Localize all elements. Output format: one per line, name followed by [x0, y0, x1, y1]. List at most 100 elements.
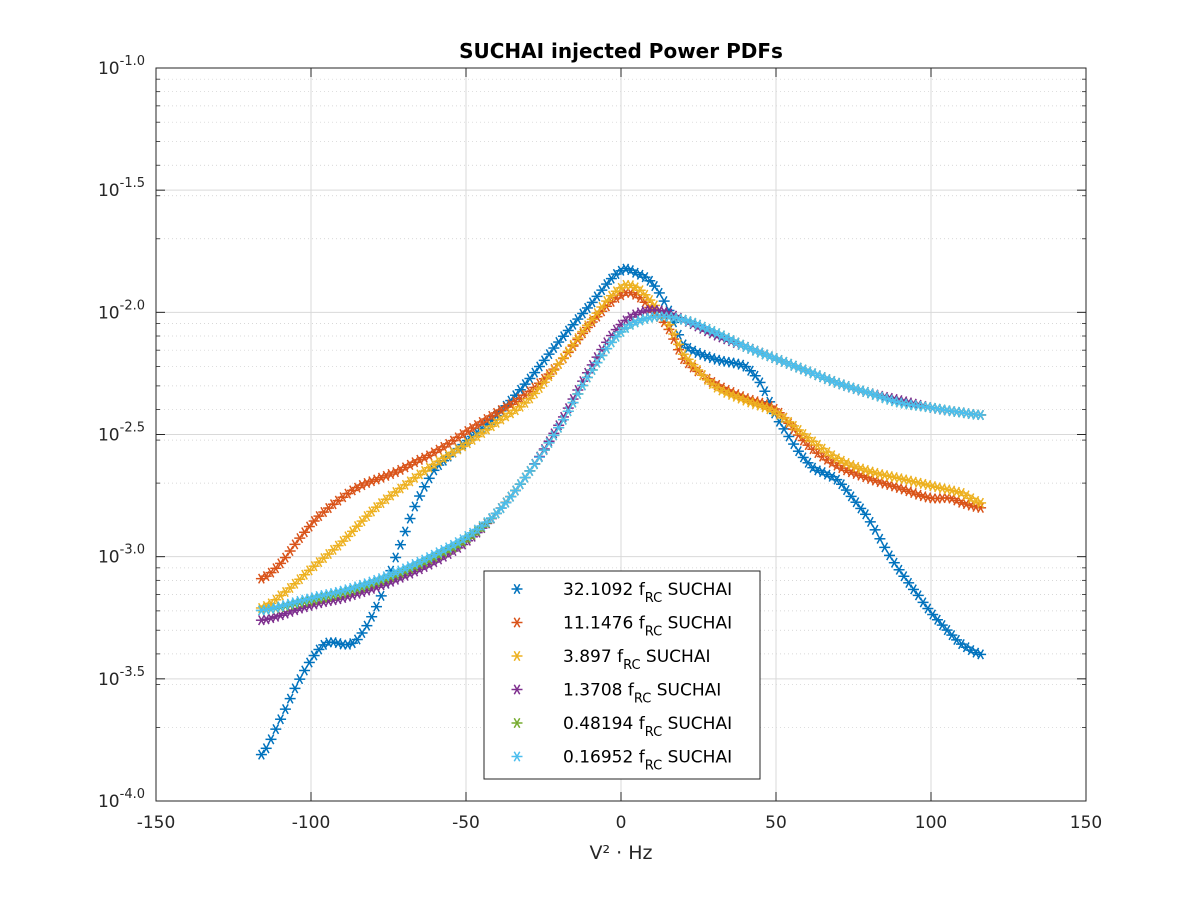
- y-tick-labels: 10-1.0 10-1.5 10-2.0 10-2.5 10-3.0 10-3.5 10-4…: [98, 54, 145, 812]
- data-point: [318, 552, 330, 564]
- data-point: [313, 644, 325, 655]
- data-point: [855, 503, 867, 514]
- legend-label: 0.16952 fRC SUCHAI: [563, 748, 732, 774]
- data-point: [601, 295, 613, 307]
- data-point: [692, 364, 704, 376]
- data-point: [548, 342, 560, 354]
- legend-marker: [511, 617, 523, 628]
- data-point: [490, 508, 502, 519]
- data-point: [399, 526, 411, 537]
- data-point: [946, 629, 958, 641]
- data-point: [543, 436, 555, 447]
- data-point: [557, 331, 569, 342]
- data-point: [927, 609, 939, 620]
- data-point: [524, 373, 536, 384]
- data-point: [553, 358, 565, 370]
- data-point: [308, 561, 320, 572]
- data-point: [323, 548, 335, 560]
- data-point: [917, 597, 929, 608]
- y-tick-label: 10-2.5: [98, 421, 145, 446]
- data-point: [644, 275, 656, 286]
- data-point: [284, 582, 296, 594]
- data-point: [903, 577, 915, 588]
- data-point: [370, 601, 382, 612]
- data-point: [586, 297, 598, 308]
- y-tick-label: 10-1.5: [98, 176, 145, 201]
- data-point: [572, 332, 584, 344]
- data-point: [951, 634, 963, 646]
- data-point: [270, 723, 282, 735]
- data-point: [788, 420, 800, 432]
- data-point: [375, 590, 387, 601]
- ticks: [155, 67, 1087, 802]
- data-point: [596, 284, 608, 296]
- data-point: [831, 474, 843, 485]
- data-point: [538, 355, 550, 366]
- data-point: [936, 619, 948, 631]
- data-point: [601, 343, 613, 354]
- data-point: [581, 302, 593, 314]
- x-tick-label: -150: [137, 813, 176, 833]
- data-point: [749, 370, 761, 381]
- data-point: [543, 368, 555, 380]
- data-point: [941, 624, 953, 636]
- data-point: [294, 532, 306, 544]
- data-point: [610, 331, 622, 342]
- data-point: [543, 349, 555, 360]
- data-point: [577, 328, 589, 339]
- legend-marker: [511, 684, 523, 695]
- data-point: [390, 552, 402, 563]
- data-point: [663, 324, 675, 335]
- data-point: [682, 354, 694, 365]
- legend-label: 11.1476 fRC SUCHAI: [563, 614, 732, 640]
- data-point: [577, 326, 589, 337]
- data-point: [351, 634, 363, 645]
- data-point: [299, 527, 311, 538]
- x-tick-label: 100: [915, 813, 947, 833]
- data-point: [260, 743, 272, 754]
- data-point: [975, 649, 987, 660]
- data-point: [529, 388, 541, 399]
- data-point: [409, 501, 421, 512]
- x-axis-label: V² · Hz: [590, 842, 653, 864]
- data-point: [687, 359, 699, 370]
- data-point: [500, 497, 512, 508]
- data-point: [299, 665, 311, 676]
- data-point: [792, 446, 804, 457]
- data-point: [557, 414, 569, 425]
- data-point: [519, 472, 531, 483]
- data-point: [553, 420, 565, 431]
- chart-title: SUCHAI injected Power PDFs: [459, 39, 783, 63]
- data-point: [567, 319, 579, 330]
- data-point: [668, 328, 680, 340]
- data-point: [394, 539, 406, 550]
- data-point: [975, 497, 987, 509]
- x-tick-label: -100: [292, 813, 331, 833]
- data-point: [572, 334, 584, 345]
- legend: 32.1092 fRC SUCHAI 11.1476 fRC SUCHAI 3.89…: [483, 570, 761, 780]
- data-point: [740, 361, 752, 372]
- data-point: [677, 349, 689, 360]
- y-tick-label: 10-1.0: [98, 54, 145, 79]
- data-point: [356, 515, 368, 527]
- data-point: [510, 485, 522, 496]
- data-point: [797, 452, 809, 463]
- data-point: [342, 531, 354, 542]
- legend-label: 1.3708 fRC SUCHAI: [563, 681, 721, 707]
- data-point: [538, 377, 550, 388]
- data-point: [318, 506, 330, 518]
- data-point: [634, 285, 646, 296]
- x-tick-label: 150: [1070, 813, 1102, 833]
- data-point: [361, 620, 373, 631]
- data-point: [351, 521, 363, 532]
- data-point: [591, 291, 603, 302]
- legend-label: 32.1092 fRC SUCHAI: [563, 580, 732, 606]
- data-point: [759, 386, 771, 397]
- data-point: [567, 339, 579, 350]
- data-point: [644, 294, 656, 306]
- data-point: [975, 409, 987, 421]
- data-point: [265, 734, 277, 745]
- data-point: [653, 287, 665, 299]
- x-tick-label: 0: [616, 813, 627, 833]
